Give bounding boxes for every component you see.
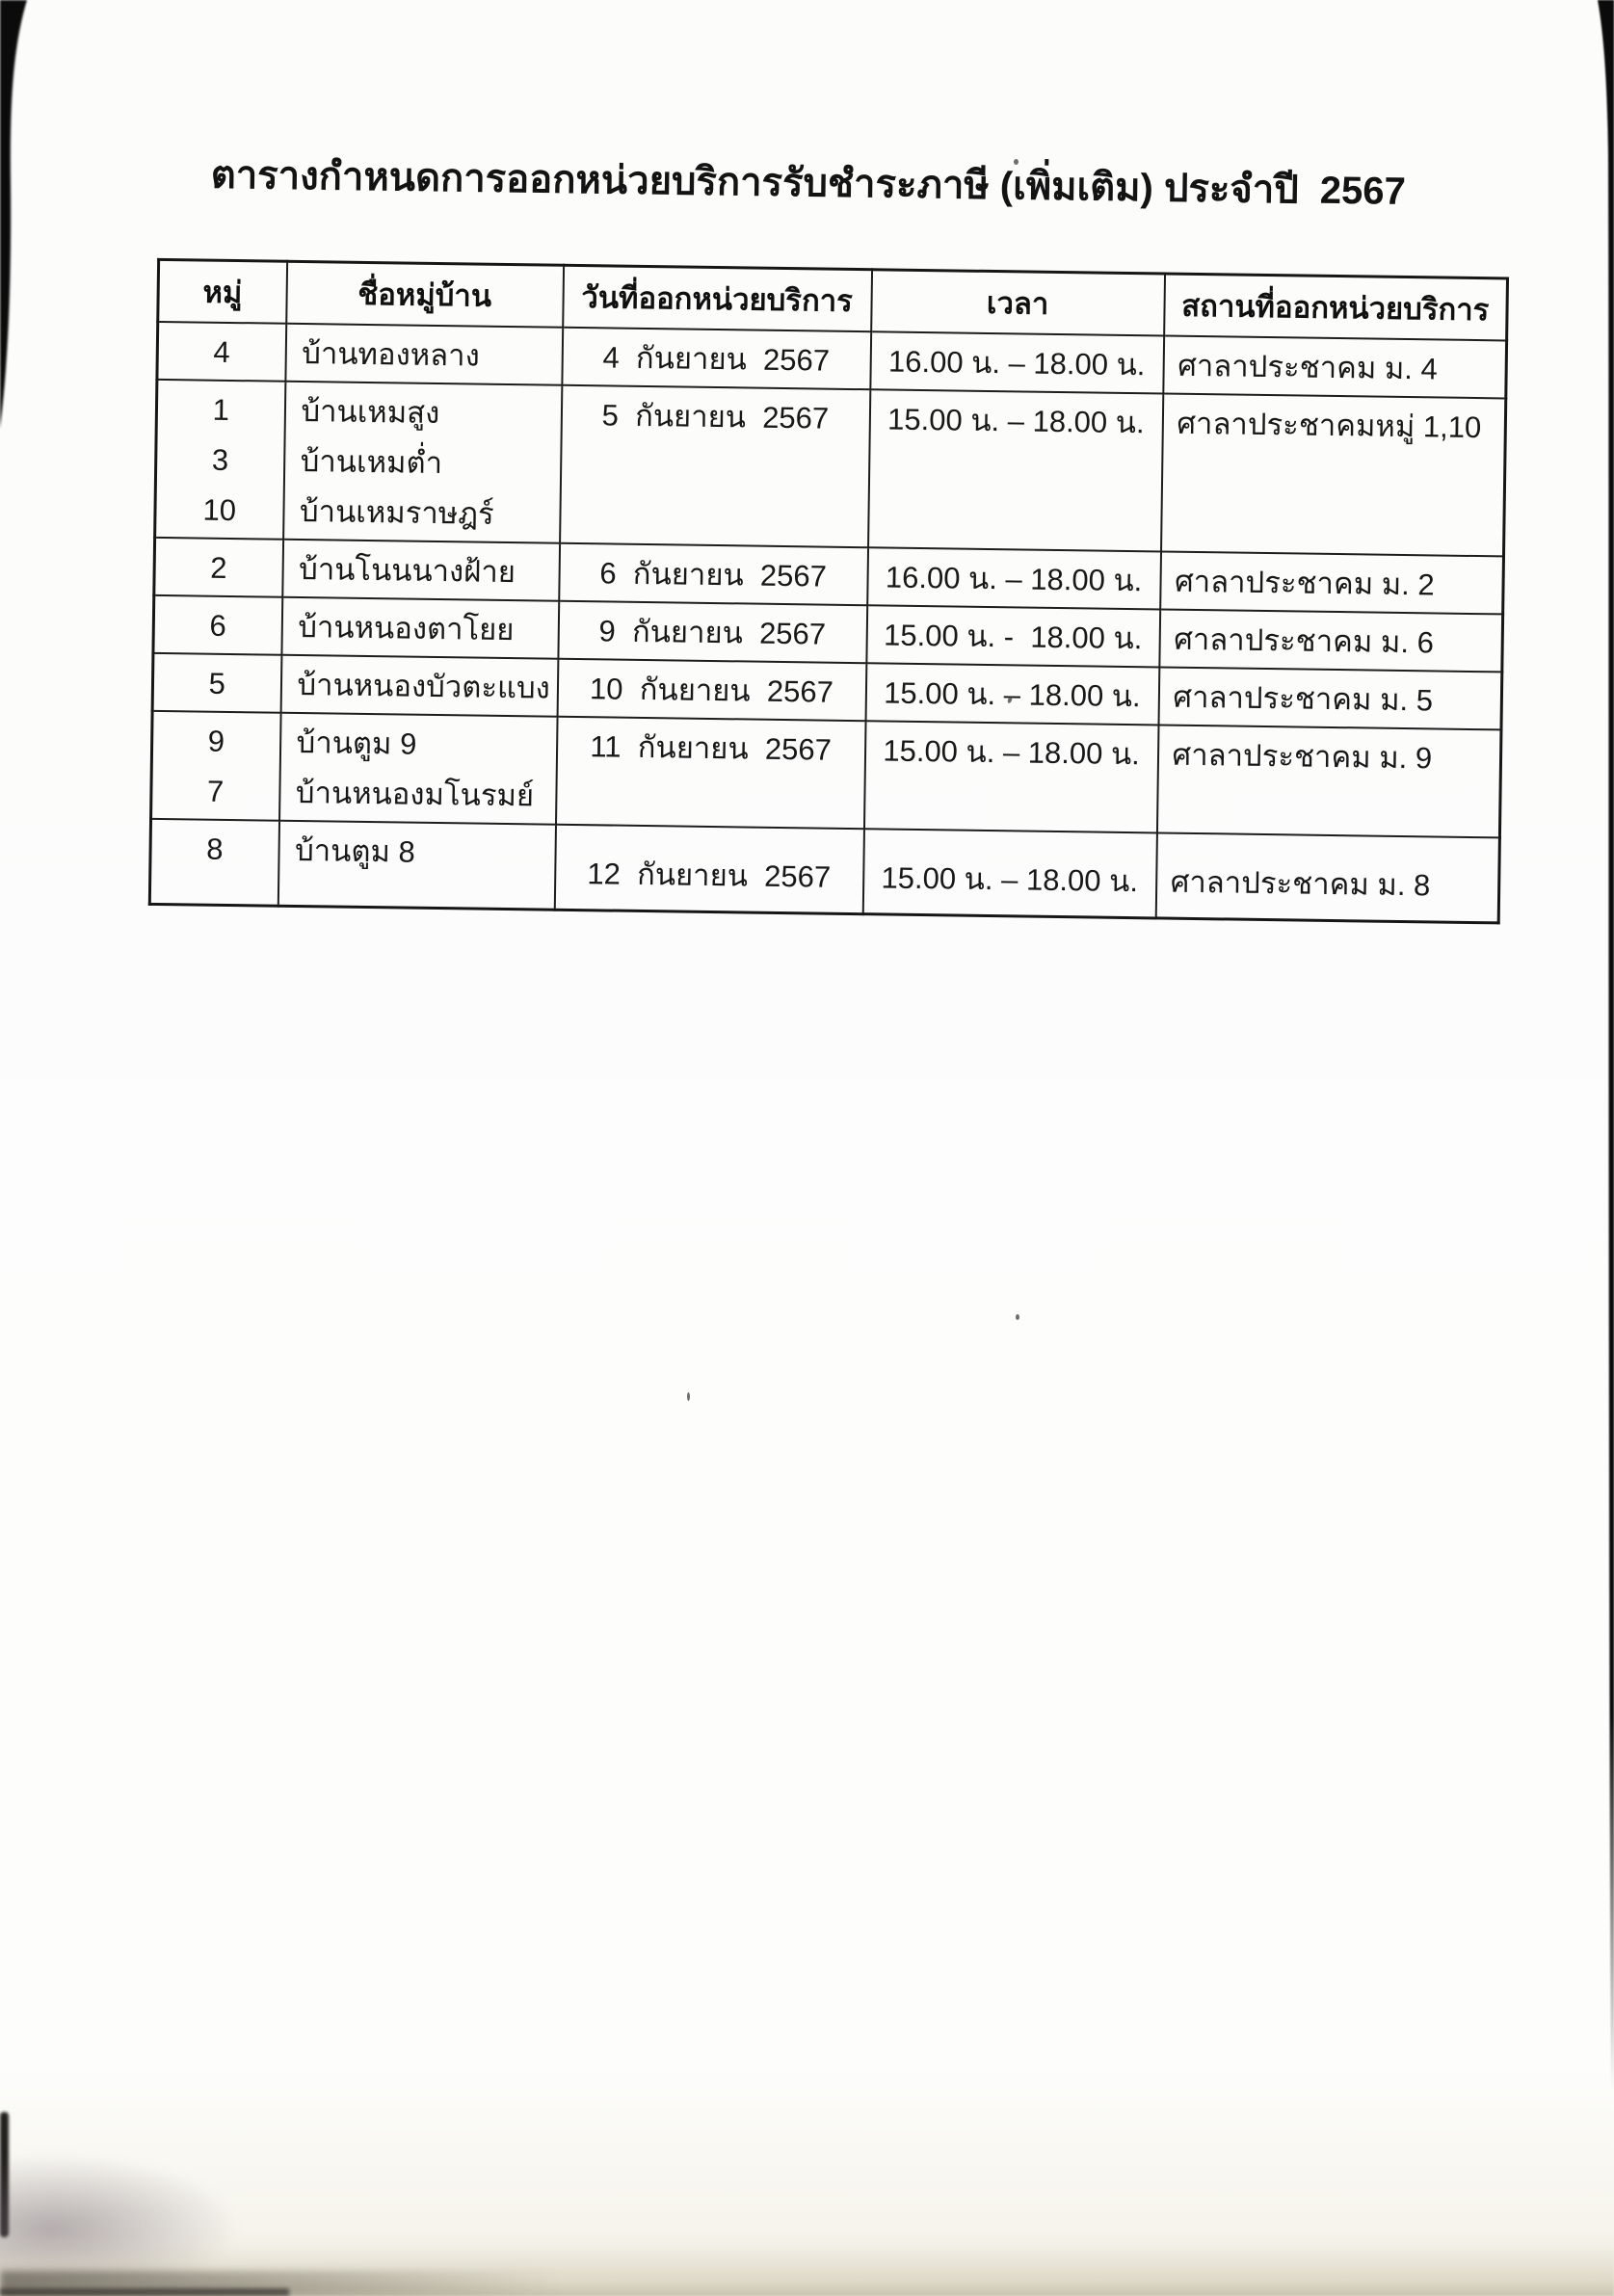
moo-cell: 5 [152, 652, 281, 713]
moo-number: 4 [213, 334, 230, 369]
page-title: ตารางกำหนดการออกหน่วยบริการรับชำระภาษี (… [210, 153, 1407, 213]
scan-edge-right-artifact [1589, 0, 1614, 2096]
date-cell: 12 กันยายน 2567 [554, 824, 864, 914]
date-cell: 10 กันยายน 2567 [557, 658, 866, 722]
date-cell: 4 กันยายน 2567 [561, 327, 871, 390]
village-name: บ้านหนองบัวตะแบง [297, 667, 551, 705]
moo-cell: 1 3 10 [154, 379, 285, 540]
service-time: 16.00 น. – 18.00 น. [885, 559, 1143, 597]
moo-number: 5 [208, 666, 226, 700]
service-time: 16.00 น. – 18.00 น. [887, 344, 1146, 382]
moo-cell: 6 [152, 594, 282, 655]
scan-speck-artifact [687, 1392, 690, 1401]
time-cell: 15.00 น. - 18.00 น. [865, 605, 1160, 668]
village-name: บ้านโนนนางฝ้าย [298, 551, 516, 589]
moo-number: 1 [212, 392, 230, 427]
village-name: บ้านตูม 8 [294, 832, 416, 869]
village-name: บ้านเหมสูง [301, 393, 440, 430]
service-date: 5 กันยายน 2567 [601, 397, 830, 435]
date-cell: 11 กันยายน 2567 [555, 716, 866, 830]
service-time: 15.00 น. - 18.00 น. [883, 617, 1143, 655]
time-cell: 16.00 น. – 18.00 น. [869, 331, 1164, 394]
location-cell: ศาลาประชาคม ม. 6 [1158, 609, 1503, 673]
service-location: ศาลาประชาคมหมู่ 1,10 [1177, 406, 1482, 444]
column-header: ชื่อหมู่บ้าน [285, 261, 564, 328]
service-date: 12 กันยายน 2567 [587, 856, 832, 894]
village-cell: บ้านตูม 8 [278, 820, 556, 910]
location-cell: ศาลาประชาคม ม. 2 [1159, 551, 1504, 615]
table-body: 4 บ้านทองหลาง 4 กันยายน 2567 16.00 น. – 18.… [149, 321, 1507, 923]
table-row: 8 บ้านตูม 8 12 กันยายน 2567 15.00 น. – 18.0… [149, 818, 1500, 923]
table-row: 1 3 10 บ้านเหมสูงบ้านเหมต่ำบ้านเหมราษฎร์ 5 ก… [154, 379, 1506, 557]
service-time: 15.00 น. – 18.00 น. [883, 732, 1141, 771]
service-location: ศาลาประชาคม ม. 2 [1174, 564, 1435, 601]
service-time: 15.00 น. – 18.00 น. [886, 402, 1145, 439]
time-cell: 15.00 น. – 18.00 น. [865, 663, 1159, 726]
service-date: 4 กันยายน 2567 [602, 339, 831, 378]
scan-bottom-edge-artifact [0, 2288, 289, 2296]
moo-cell: 4 [156, 321, 286, 382]
time-cell: 15.00 น. – 18.00 น. [867, 389, 1163, 552]
location-cell: ศาลาประชาคม ม. 4 [1162, 335, 1507, 399]
column-header: หมู่ [157, 259, 287, 324]
table-row: 9 7 บ้านตูม 9 บ้านหนองมโนรมย์ 11 กันยายน 256… [150, 710, 1501, 838]
village-cell: บ้านเหมสูงบ้านเหมต่ำบ้านเหมราษฎร์ [282, 381, 562, 543]
service-location: ศาลาประชาคม ม. 6 [1174, 621, 1435, 659]
date-cell: 6 กันยายน 2567 [558, 542, 868, 606]
service-date: 6 กันยายน 2567 [599, 555, 828, 594]
service-date: 9 กันยายน 2567 [598, 613, 827, 651]
moo-number: 10 [202, 492, 237, 527]
scan-edge-left-artifact [0, 0, 29, 434]
location-cell: ศาลาประชาคม ม. 9 [1156, 725, 1501, 838]
service-time: 15.00 น. – 18.00 น. [883, 674, 1141, 713]
location-cell: ศาลาประชาคม ม. 5 [1158, 667, 1502, 730]
service-location: ศาลาประชาคม ม. 9 [1172, 737, 1433, 775]
village-name: บ้านตูม 9 [296, 725, 417, 761]
moo-cell: 8 [149, 818, 279, 906]
village-cell: บ้านตูม 9 บ้านหนองมโนรมย์ [278, 712, 558, 825]
moo-number: 3 [211, 442, 229, 477]
village-name: บ้านเหมราษฎร์ [299, 493, 494, 531]
service-date: 11 กันยายน 2567 [590, 728, 833, 767]
scan-speck-artifact [1016, 1314, 1019, 1320]
time-cell: 16.00 น. – 18.00 น. [866, 547, 1161, 610]
column-header: เวลา [870, 269, 1165, 336]
village-name: บ้านหนองตาโยย [298, 609, 515, 647]
moo-number: 9 [207, 724, 225, 758]
moo-number: 8 [205, 831, 224, 866]
village-cell: บ้านหนองบัวตะแบง [280, 654, 558, 717]
village-cell: บ้านทองหลาง [284, 323, 563, 385]
moo-number: 6 [209, 608, 226, 643]
location-cell: ศาลาประชาคมหมู่ 1,10 [1160, 393, 1506, 557]
date-cell: 5 กันยายน 2567 [559, 384, 870, 548]
service-location: ศาลาประชาคม ม. 5 [1173, 679, 1434, 717]
service-date: 10 กันยายน 2567 [589, 671, 834, 709]
column-header: วันที่ออกหน่วยบริการ [562, 265, 872, 332]
time-cell: 15.00 น. – 18.00 น. [862, 829, 1157, 918]
village-name: บ้านหนองมโนรมย์ [295, 775, 535, 812]
village-cell: บ้านโนนนางฝ้าย [281, 539, 560, 601]
column-header: สถานที่ออกหน่วยบริการ [1163, 274, 1508, 341]
schedule-table: หมู่ ชื่อหมู่บ้าน วันที่ออกหน่วยบริการ เวลา… [147, 257, 1510, 924]
service-time: 15.00 น. – 18.00 น. [881, 859, 1139, 898]
time-cell: 15.00 น. – 18.00 น. [863, 721, 1159, 833]
village-name: บ้านเหมต่ำ [300, 443, 443, 480]
moo-number: 2 [210, 550, 227, 585]
service-location: ศาลาประชาคม ม. 4 [1177, 348, 1439, 385]
moo-number: 7 [206, 774, 225, 808]
village-cell: บ้านหนองตาโยย [280, 596, 559, 659]
moo-cell: 2 [153, 537, 283, 597]
service-location: ศาลาประชาคม ม. 8 [1170, 864, 1431, 902]
village-name: บ้านทองหลาง [302, 335, 480, 373]
date-cell: 9 กันยายน 2567 [557, 600, 867, 664]
scan-speck-artifact [1014, 159, 1019, 165]
location-cell: ศาลาประชาคม ม. 8 [1155, 832, 1500, 923]
